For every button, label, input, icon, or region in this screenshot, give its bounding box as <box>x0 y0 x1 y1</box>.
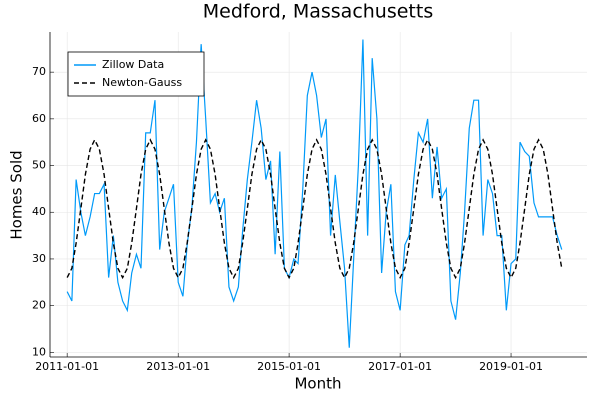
y-tick-label: 20 <box>32 299 46 312</box>
data-line <box>66 138 563 280</box>
y-tick-label: 50 <box>32 159 46 172</box>
chart-title: Medford, Massachusetts <box>203 1 433 23</box>
legend-label: Newton-Gauss <box>102 76 182 89</box>
x-axis-label: Month <box>294 375 341 393</box>
x-tick-label: 2017-01-01 <box>368 360 432 373</box>
y-tick-label: 40 <box>32 205 46 218</box>
data-line <box>66 39 563 348</box>
legend-box <box>67 51 205 97</box>
y-tick-label: 70 <box>32 65 46 78</box>
y-axis-label: Homes Sold <box>8 150 26 239</box>
x-tick-label: 2013-01-01 <box>146 360 210 373</box>
y-tick-label: 30 <box>32 252 46 265</box>
y-tick-label: 60 <box>32 112 46 125</box>
y-tick-label: 10 <box>32 345 46 358</box>
x-tick-label: 2019-01-01 <box>479 360 543 373</box>
x-tick-label: 2015-01-01 <box>257 360 321 373</box>
x-tick-label: 2011-01-01 <box>35 360 99 373</box>
legend-label: Zillow Data <box>102 58 164 71</box>
